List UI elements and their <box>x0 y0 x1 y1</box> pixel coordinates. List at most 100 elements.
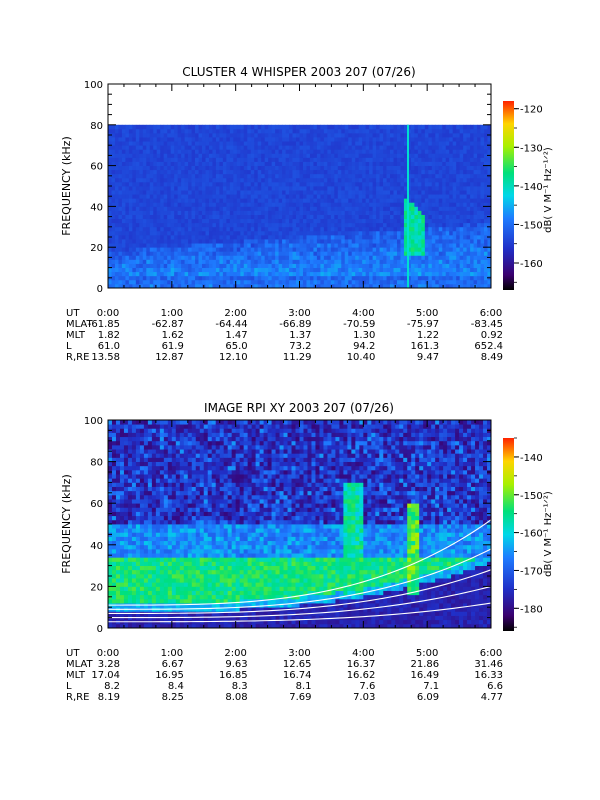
spectrogram-cell <box>473 186 478 191</box>
spectrogram-cell <box>174 190 179 195</box>
spectrogram-cell <box>410 218 415 224</box>
spectrogram-cell <box>358 206 363 211</box>
spectrogram-cell <box>111 202 116 207</box>
spectrogram-cell <box>327 226 332 232</box>
spectrogram-cell <box>299 218 304 224</box>
spectrogram-cell <box>247 218 252 224</box>
spectrogram-cell <box>386 247 391 252</box>
spectrogram-cell <box>484 222 488 228</box>
spectrogram-cell <box>257 202 262 207</box>
spectrogram-cell <box>442 251 447 256</box>
spectrogram-cell <box>330 177 335 183</box>
spectrogram-cell <box>127 561 133 566</box>
spectrogram-cell <box>243 145 248 150</box>
spectrogram-cell <box>309 210 314 215</box>
spectrogram-cell <box>341 177 346 183</box>
spectrogram-cell <box>487 279 491 285</box>
spectrogram-cell <box>487 230 491 236</box>
spectrogram-cell <box>456 206 461 211</box>
spectrogram-cell <box>487 210 491 215</box>
spectrogram-cell <box>114 263 119 268</box>
spectrogram-cell <box>160 218 165 224</box>
spectrogram-cell <box>212 263 217 268</box>
spectrogram-cell <box>250 202 255 207</box>
spectrogram-cell <box>463 239 468 244</box>
spectrogram-cell <box>167 141 172 146</box>
spectrogram-cell <box>334 251 339 256</box>
spectrogram-cell <box>396 230 401 236</box>
spectrogram-cell <box>400 210 405 215</box>
spectrogram-cell <box>146 153 151 158</box>
spectrogram-cell <box>428 149 433 154</box>
spectrogram-cell <box>131 444 137 450</box>
spectrogram-cell <box>222 181 227 187</box>
spectrogram-cell <box>282 173 286 179</box>
spectrogram-cell <box>167 132 172 138</box>
spectrogram-cell <box>114 247 119 252</box>
spectrogram-cell <box>306 234 311 240</box>
ephemeris-value: 1.47 <box>225 330 247 341</box>
spectrogram-cell <box>195 124 199 130</box>
spectrogram-cell <box>226 177 231 183</box>
spectrogram-cell <box>191 283 196 288</box>
spectrogram-cell <box>125 186 130 191</box>
spectrogram-cell <box>400 283 405 288</box>
spectrogram-cell <box>289 141 293 146</box>
spectrogram-cell <box>119 586 125 591</box>
ephemeris-value: 61.9 <box>162 341 184 352</box>
spectrogram-cell <box>282 145 286 150</box>
spectrogram-cell <box>369 218 374 224</box>
spectrogram-cell <box>463 198 468 203</box>
spectrogram-cell <box>438 230 443 236</box>
spectrogram-cell <box>115 507 121 512</box>
spectrogram-cell <box>407 173 412 179</box>
spectrogram-cell <box>184 198 189 203</box>
spectrogram-cell <box>233 206 238 211</box>
spectrogram-cell <box>379 186 384 191</box>
spectrogram-cell <box>463 263 468 268</box>
spectrogram-cell <box>128 137 133 142</box>
spectrogram-cell <box>289 153 293 158</box>
spectrogram-cell <box>456 202 461 207</box>
spectrogram-cell <box>341 279 346 285</box>
spectrogram-cell <box>271 255 276 260</box>
spectrogram-cell <box>243 177 248 183</box>
spectrogram-cell <box>452 165 457 171</box>
spectrogram-cell <box>466 206 471 211</box>
spectrogram-cell <box>417 186 422 191</box>
spectrogram-cell <box>108 548 113 554</box>
spectrogram-cell <box>282 247 286 252</box>
spectrogram-cell <box>341 141 346 146</box>
spectrogram-cell <box>438 137 443 142</box>
spectrogram-cell <box>229 247 234 252</box>
ephemeris-value: -61.85 <box>88 319 120 330</box>
spectrogram-cell <box>181 145 185 150</box>
spectrogram-cell <box>424 214 429 220</box>
spectrogram-cell <box>313 202 318 207</box>
spectrogram-cell <box>355 173 360 179</box>
spectrogram-cell <box>386 145 391 150</box>
spectrogram-cell <box>306 149 311 154</box>
spectrogram-cell <box>365 247 370 252</box>
spectrogram-cell <box>424 239 429 244</box>
spectrogram-cell <box>139 247 144 252</box>
spectrogram-cell <box>195 259 199 264</box>
spectrogram-cell <box>383 137 387 142</box>
spectrogram-cell <box>463 226 468 232</box>
spectrogram-cell <box>257 141 262 146</box>
spectrogram-cell <box>111 145 116 150</box>
spectrogram-cell <box>369 210 374 215</box>
spectrogram-cell <box>306 279 311 285</box>
spectrogram-cell <box>396 194 401 199</box>
spectrogram-cell <box>323 251 328 256</box>
spectrogram-cell <box>215 149 220 154</box>
spectrogram-cell <box>257 218 262 224</box>
spectrogram-cell <box>470 194 474 199</box>
spectrogram-cell <box>403 132 408 138</box>
spectrogram-cell <box>111 283 116 288</box>
spectrogram-cell <box>393 149 398 154</box>
spectrogram-cell <box>285 149 290 154</box>
spectrogram-cell <box>250 190 255 195</box>
spectrogram-cell <box>383 190 387 195</box>
spectrogram-cell <box>125 153 130 158</box>
